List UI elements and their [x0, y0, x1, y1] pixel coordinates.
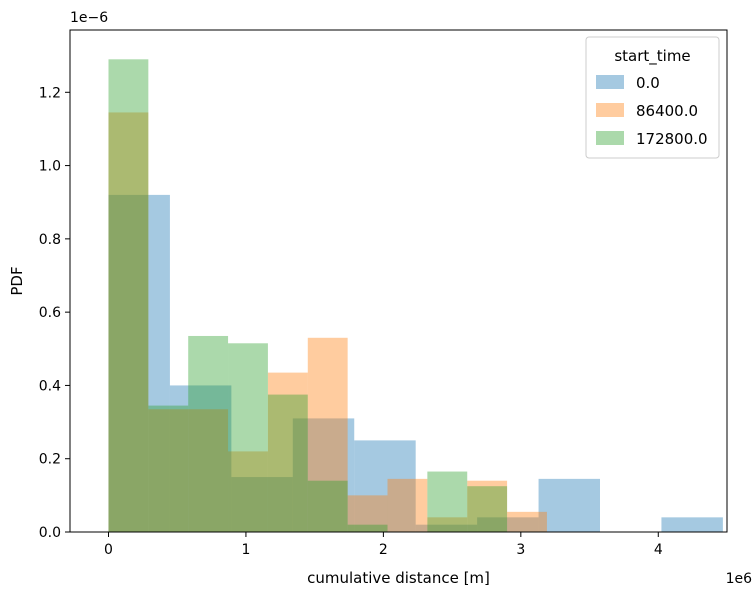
histogram-bar	[354, 440, 416, 532]
legend: start_time 0.0 86400.0 172800.0	[585, 36, 720, 159]
x-tick-label: 1	[241, 542, 250, 558]
y-axis-offset-label: 1e−6	[70, 10, 108, 26]
y-tick-label: 0.0	[39, 525, 61, 541]
legend-title: start_time	[614, 47, 690, 66]
histogram-bar	[477, 517, 539, 532]
legend-items: 0.0 86400.0 172800.0	[596, 74, 708, 148]
legend-swatch	[596, 75, 624, 89]
y-tick-label: 1.2	[39, 85, 61, 101]
histogram-bar	[307, 337, 348, 532]
y-tick-label: 0.2	[39, 452, 61, 468]
histogram-bar	[108, 112, 149, 533]
x-tick-label: 3	[516, 542, 525, 558]
legend-label: 0.0	[636, 74, 660, 92]
x-axis-title: cumulative distance [m]	[307, 569, 490, 587]
legend-swatch	[596, 103, 624, 117]
x-axis-ticks: 0 1 2 3 4	[104, 532, 663, 558]
histogram-bar	[228, 343, 268, 532]
histogram-bar	[148, 409, 189, 532]
histogram-bar	[292, 418, 355, 532]
histogram-bar	[538, 478, 600, 532]
plot-frame	[69, 29, 728, 533]
legend-box	[585, 36, 720, 159]
histogram-bar	[415, 524, 478, 532]
histogram-bar	[307, 480, 348, 532]
histogram-bar	[347, 495, 388, 532]
histogram-bar	[267, 372, 308, 532]
histogram-bar	[188, 409, 229, 532]
histogram-bar	[347, 524, 388, 532]
legend-swatch	[596, 131, 624, 145]
histogram-bar	[108, 194, 170, 533]
bars-layer	[108, 59, 723, 533]
histogram-bar	[467, 486, 508, 532]
y-tick-label: 0.6	[39, 305, 61, 321]
histogram-bar	[148, 405, 189, 532]
y-tick-label: 0.8	[39, 232, 61, 248]
x-tick-label: 4	[654, 542, 663, 558]
series-1-bars	[108, 112, 547, 533]
series-0-bars	[108, 194, 723, 533]
histogram-bar	[467, 480, 508, 532]
histogram-bar	[108, 59, 149, 532]
x-tick-label: 2	[379, 542, 388, 558]
histogram-bar	[387, 478, 428, 532]
histogram-bar	[188, 335, 229, 532]
y-tick-label: 1.0	[39, 159, 61, 175]
histogram-bar	[231, 477, 293, 532]
histogram-bar	[507, 511, 547, 532]
y-axis-ticks: 0.0 0.2 0.4 0.6 0.8 1.0 1.2	[39, 85, 70, 541]
y-axis-title: PDF	[8, 266, 26, 295]
x-tick-label: 0	[104, 542, 113, 558]
histogram-bar	[169, 385, 232, 532]
series-2-bars	[108, 59, 508, 532]
histogram-bar	[427, 517, 468, 532]
legend-label: 172800.0	[636, 130, 708, 148]
histogram-bar	[661, 517, 723, 532]
y-tick-label: 0.4	[39, 378, 61, 394]
x-axis-offset-label: 1e6	[726, 571, 753, 587]
histogram-bar	[427, 471, 468, 532]
histogram-bar	[267, 394, 308, 532]
legend-label: 86400.0	[636, 102, 698, 120]
histogram-bar	[228, 451, 268, 532]
